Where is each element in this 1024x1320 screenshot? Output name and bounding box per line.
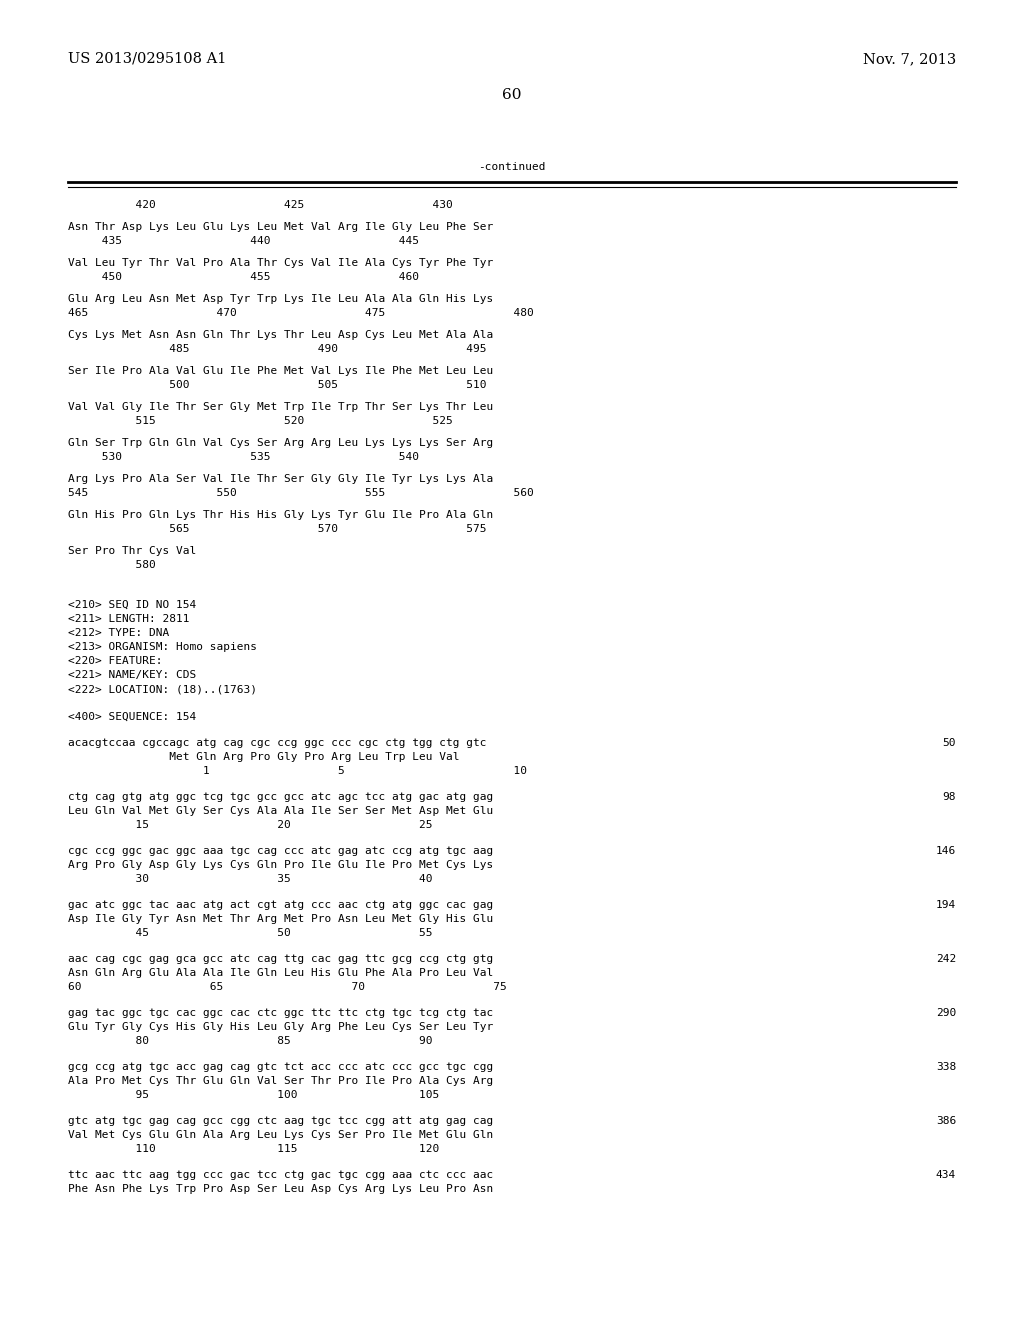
Text: ttc aac ttc aag tgg ccc gac tcc ctg gac tgc cgg aaa ctc ccc aac: ttc aac ttc aag tgg ccc gac tcc ctg gac …	[68, 1170, 494, 1180]
Text: 420                   425                   430: 420 425 430	[68, 201, 453, 210]
Text: Phe Asn Phe Lys Trp Pro Asp Ser Leu Asp Cys Arg Lys Leu Pro Asn: Phe Asn Phe Lys Trp Pro Asp Ser Leu Asp …	[68, 1184, 494, 1195]
Text: 194: 194	[936, 900, 956, 909]
Text: Cys Lys Met Asn Asn Gln Thr Lys Thr Leu Asp Cys Leu Met Ala Ala: Cys Lys Met Asn Asn Gln Thr Lys Thr Leu …	[68, 330, 494, 341]
Text: Gln His Pro Gln Lys Thr His His Gly Lys Tyr Glu Ile Pro Ala Gln: Gln His Pro Gln Lys Thr His His Gly Lys …	[68, 510, 494, 520]
Text: Met Gln Arg Pro Gly Pro Arg Leu Trp Leu Val: Met Gln Arg Pro Gly Pro Arg Leu Trp Leu …	[68, 752, 460, 762]
Text: <211> LENGTH: 2811: <211> LENGTH: 2811	[68, 614, 189, 624]
Text: gag tac ggc tgc cac ggc cac ctc ggc ttc ttc ctg tgc tcg ctg tac: gag tac ggc tgc cac ggc cac ctc ggc ttc …	[68, 1008, 494, 1018]
Text: <210> SEQ ID NO 154: <210> SEQ ID NO 154	[68, 601, 197, 610]
Text: Glu Tyr Gly Cys His Gly His Leu Gly Arg Phe Leu Cys Ser Leu Tyr: Glu Tyr Gly Cys His Gly His Leu Gly Arg …	[68, 1022, 494, 1032]
Text: 434: 434	[936, 1170, 956, 1180]
Text: gcg ccg atg tgc acc gag cag gtc tct acc ccc atc ccc gcc tgc cgg: gcg ccg atg tgc acc gag cag gtc tct acc …	[68, 1063, 494, 1072]
Text: <213> ORGANISM: Homo sapiens: <213> ORGANISM: Homo sapiens	[68, 642, 257, 652]
Text: 98: 98	[942, 792, 956, 803]
Text: Asp Ile Gly Tyr Asn Met Thr Arg Met Pro Asn Leu Met Gly His Glu: Asp Ile Gly Tyr Asn Met Thr Arg Met Pro …	[68, 913, 494, 924]
Text: 530                   535                   540: 530 535 540	[68, 451, 419, 462]
Text: Ser Ile Pro Ala Val Glu Ile Phe Met Val Lys Ile Phe Met Leu Leu: Ser Ile Pro Ala Val Glu Ile Phe Met Val …	[68, 366, 494, 376]
Text: Asn Gln Arg Glu Ala Ala Ile Gln Leu His Glu Phe Ala Pro Leu Val: Asn Gln Arg Glu Ala Ala Ile Gln Leu His …	[68, 968, 494, 978]
Text: 146: 146	[936, 846, 956, 855]
Text: 450                   455                   460: 450 455 460	[68, 272, 419, 282]
Text: aac cag cgc gag gca gcc atc cag ttg cac gag ttc gcg ccg ctg gtg: aac cag cgc gag gca gcc atc cag ttg cac …	[68, 954, 494, 964]
Text: 110                  115                  120: 110 115 120	[68, 1144, 439, 1154]
Text: 580: 580	[68, 560, 156, 570]
Text: gtc atg tgc gag cag gcc cgg ctc aag tgc tcc cgg att atg gag cag: gtc atg tgc gag cag gcc cgg ctc aag tgc …	[68, 1115, 494, 1126]
Text: 60: 60	[502, 88, 522, 102]
Text: cgc ccg ggc gac ggc aaa tgc cag ccc atc gag atc ccg atg tgc aag: cgc ccg ggc gac ggc aaa tgc cag ccc atc …	[68, 846, 494, 855]
Text: Val Leu Tyr Thr Val Pro Ala Thr Cys Val Ile Ala Cys Tyr Phe Tyr: Val Leu Tyr Thr Val Pro Ala Thr Cys Val …	[68, 257, 494, 268]
Text: 545                   550                   555                   560: 545 550 555 560	[68, 488, 534, 498]
Text: 50: 50	[942, 738, 956, 748]
Text: 60                   65                   70                   75: 60 65 70 75	[68, 982, 507, 993]
Text: 30                   35                   40: 30 35 40	[68, 874, 432, 884]
Text: acacgtccaa cgccagc atg cag cgc ccg ggc ccc cgc ctg tgg ctg gtc: acacgtccaa cgccagc atg cag cgc ccg ggc c…	[68, 738, 486, 748]
Text: gac atc ggc tac aac atg act cgt atg ccc aac ctg atg ggc cac gag: gac atc ggc tac aac atg act cgt atg ccc …	[68, 900, 494, 909]
Text: US 2013/0295108 A1: US 2013/0295108 A1	[68, 51, 226, 66]
Text: Arg Lys Pro Ala Ser Val Ile Thr Ser Gly Gly Ile Tyr Lys Lys Ala: Arg Lys Pro Ala Ser Val Ile Thr Ser Gly …	[68, 474, 494, 484]
Text: 80                   85                   90: 80 85 90	[68, 1036, 432, 1045]
Text: <220> FEATURE:: <220> FEATURE:	[68, 656, 163, 667]
Text: Val Val Gly Ile Thr Ser Gly Met Trp Ile Trp Thr Ser Lys Thr Leu: Val Val Gly Ile Thr Ser Gly Met Trp Ile …	[68, 403, 494, 412]
Text: 95                   100                  105: 95 100 105	[68, 1090, 439, 1100]
Text: Ala Pro Met Cys Thr Glu Gln Val Ser Thr Pro Ile Pro Ala Cys Arg: Ala Pro Met Cys Thr Glu Gln Val Ser Thr …	[68, 1076, 494, 1086]
Text: 290: 290	[936, 1008, 956, 1018]
Text: -continued: -continued	[478, 162, 546, 172]
Text: Asn Thr Asp Lys Leu Glu Lys Leu Met Val Arg Ile Gly Leu Phe Ser: Asn Thr Asp Lys Leu Glu Lys Leu Met Val …	[68, 222, 494, 232]
Text: Ser Pro Thr Cys Val: Ser Pro Thr Cys Val	[68, 546, 197, 556]
Text: 565                   570                   575: 565 570 575	[68, 524, 486, 535]
Text: 338: 338	[936, 1063, 956, 1072]
Text: 15                   20                   25: 15 20 25	[68, 820, 432, 830]
Text: Arg Pro Gly Asp Gly Lys Cys Gln Pro Ile Glu Ile Pro Met Cys Lys: Arg Pro Gly Asp Gly Lys Cys Gln Pro Ile …	[68, 861, 494, 870]
Text: 485                   490                   495: 485 490 495	[68, 345, 486, 354]
Text: 1                   5                         10: 1 5 10	[68, 766, 527, 776]
Text: 435                   440                   445: 435 440 445	[68, 236, 419, 246]
Text: Leu Gln Val Met Gly Ser Cys Ala Ala Ile Ser Ser Met Asp Met Glu: Leu Gln Val Met Gly Ser Cys Ala Ala Ile …	[68, 807, 494, 816]
Text: <400> SEQUENCE: 154: <400> SEQUENCE: 154	[68, 711, 197, 722]
Text: 465                   470                   475                   480: 465 470 475 480	[68, 308, 534, 318]
Text: 45                   50                   55: 45 50 55	[68, 928, 432, 939]
Text: 386: 386	[936, 1115, 956, 1126]
Text: 500                   505                   510: 500 505 510	[68, 380, 486, 389]
Text: <222> LOCATION: (18)..(1763): <222> LOCATION: (18)..(1763)	[68, 684, 257, 694]
Text: <212> TYPE: DNA: <212> TYPE: DNA	[68, 628, 169, 638]
Text: Val Met Cys Glu Gln Ala Arg Leu Lys Cys Ser Pro Ile Met Glu Gln: Val Met Cys Glu Gln Ala Arg Leu Lys Cys …	[68, 1130, 494, 1140]
Text: Gln Ser Trp Gln Gln Val Cys Ser Arg Arg Leu Lys Lys Lys Ser Arg: Gln Ser Trp Gln Gln Val Cys Ser Arg Arg …	[68, 438, 494, 447]
Text: <221> NAME/KEY: CDS: <221> NAME/KEY: CDS	[68, 671, 197, 680]
Text: Glu Arg Leu Asn Met Asp Tyr Trp Lys Ile Leu Ala Ala Gln His Lys: Glu Arg Leu Asn Met Asp Tyr Trp Lys Ile …	[68, 294, 494, 304]
Text: ctg cag gtg atg ggc tcg tgc gcc gcc atc agc tcc atg gac atg gag: ctg cag gtg atg ggc tcg tgc gcc gcc atc …	[68, 792, 494, 803]
Text: 515                   520                   525: 515 520 525	[68, 416, 453, 426]
Text: 242: 242	[936, 954, 956, 964]
Text: Nov. 7, 2013: Nov. 7, 2013	[863, 51, 956, 66]
